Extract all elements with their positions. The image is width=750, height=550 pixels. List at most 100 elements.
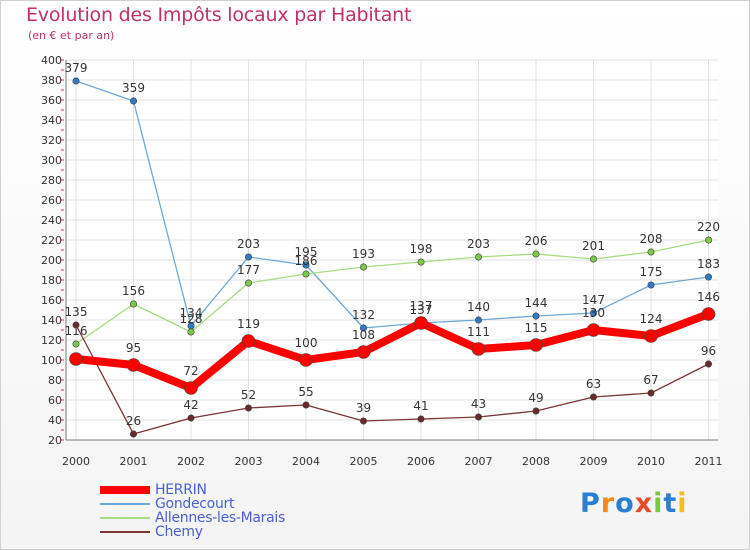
- y-tick-label: 40: [48, 414, 62, 427]
- data-label: 156: [122, 284, 145, 298]
- data-point: [647, 389, 655, 397]
- data-point: [417, 415, 425, 423]
- data-label: 359: [122, 81, 145, 95]
- legend-item-chemy: Chemy: [100, 524, 285, 540]
- data-label: 134: [180, 306, 203, 320]
- data-point: [417, 258, 425, 266]
- x-tick-label: 2006: [407, 455, 435, 468]
- data-point: [69, 352, 83, 366]
- x-tick-label: 2008: [522, 455, 550, 468]
- data-point: [589, 255, 597, 263]
- legend-swatch-allennes: [100, 517, 150, 519]
- legend-label-gondecourt: Gondecourt: [155, 496, 235, 512]
- data-point: [359, 417, 367, 425]
- data-point: [589, 309, 597, 317]
- data-label: 100: [295, 336, 318, 350]
- data-label: 95: [126, 341, 141, 355]
- data-point: [184, 381, 198, 395]
- data-point: [359, 263, 367, 271]
- data-point: [241, 334, 256, 348]
- y-tick-label: 180: [41, 274, 62, 287]
- data-point: [187, 414, 195, 422]
- data-label: 186: [295, 254, 318, 268]
- data-label: 72: [183, 364, 198, 378]
- data-point: [647, 281, 655, 289]
- x-tick-label: 2010: [637, 455, 665, 468]
- logo-letter: t: [663, 488, 678, 519]
- data-label: 208: [640, 232, 663, 246]
- data-label: 137: [410, 299, 433, 313]
- data-label: 67: [643, 373, 658, 387]
- logo-letter: r: [600, 488, 616, 519]
- data-point: [529, 338, 543, 352]
- data-label: 42: [183, 398, 198, 412]
- data-point: [72, 340, 80, 348]
- x-tick-label: 2000: [62, 455, 90, 468]
- y-tick-label: 140: [41, 314, 62, 327]
- data-label: 195: [295, 245, 318, 259]
- x-tick-label: 2009: [580, 455, 608, 468]
- data-point: [245, 279, 253, 287]
- logo-letter: o: [615, 488, 635, 519]
- y-tick-label: 240: [41, 214, 62, 227]
- data-point: [647, 248, 655, 256]
- logo-letter: x: [634, 488, 654, 519]
- data-point: [532, 250, 540, 258]
- data-label: 140: [467, 300, 490, 314]
- y-tick-label: 260: [41, 194, 62, 207]
- data-label: 146: [697, 290, 720, 304]
- data-label: 203: [467, 237, 490, 251]
- legend-swatch-chemy: [100, 531, 150, 533]
- data-point: [187, 328, 195, 336]
- y-tick-label: 400: [41, 54, 62, 67]
- y-tick-label: 60: [48, 394, 62, 407]
- data-label: 39: [356, 401, 371, 415]
- y-tick-label: 120: [41, 334, 62, 347]
- data-label: 41: [413, 399, 428, 413]
- data-point: [299, 353, 313, 367]
- data-point: [586, 323, 601, 337]
- data-point: [356, 345, 371, 359]
- data-point: [474, 316, 482, 324]
- data-point: [245, 404, 253, 412]
- y-tick-label: 200: [41, 254, 62, 267]
- data-label: 203: [237, 237, 260, 251]
- data-point: [532, 312, 540, 320]
- data-point: [701, 307, 716, 321]
- data-label: 26: [126, 414, 141, 428]
- logo-letter: P: [580, 488, 601, 519]
- y-tick-label: 280: [41, 174, 62, 187]
- data-label: 193: [352, 247, 375, 261]
- x-tick-label: 2004: [292, 455, 320, 468]
- data-point: [130, 300, 138, 308]
- y-tick-label: 340: [41, 114, 62, 127]
- legend-swatch-gondecourt: [100, 503, 150, 505]
- series-line-herrin: [72, 310, 713, 392]
- data-point: [414, 316, 428, 330]
- x-tick-label: 2003: [235, 455, 263, 468]
- data-label: 111: [467, 325, 490, 339]
- logo-letter: i: [677, 488, 688, 519]
- data-label: 119: [237, 317, 260, 331]
- data-label: 135: [65, 305, 88, 319]
- legend-swatch-herrin: [100, 486, 150, 494]
- data-label: 220: [697, 220, 720, 234]
- logo-letter: i: [653, 488, 664, 519]
- data-label: 132: [352, 308, 375, 322]
- data-point: [471, 342, 486, 356]
- x-tick-label: 2005: [350, 455, 378, 468]
- data-point: [130, 430, 138, 438]
- data-label: 52: [241, 388, 256, 402]
- data-point: [130, 97, 138, 105]
- data-label: 130: [582, 306, 605, 320]
- legend-item-herrin: HERRIN: [100, 482, 285, 498]
- data-label: 43: [471, 397, 486, 411]
- data-point: [474, 413, 482, 421]
- data-point: [302, 261, 310, 269]
- y-tick-label: 360: [41, 94, 62, 107]
- data-point: [302, 270, 310, 278]
- data-label: 147: [582, 293, 605, 307]
- legend-label-herrin: HERRIN: [155, 482, 207, 498]
- data-label: 63: [586, 377, 601, 391]
- x-tick-label: 2001: [120, 455, 148, 468]
